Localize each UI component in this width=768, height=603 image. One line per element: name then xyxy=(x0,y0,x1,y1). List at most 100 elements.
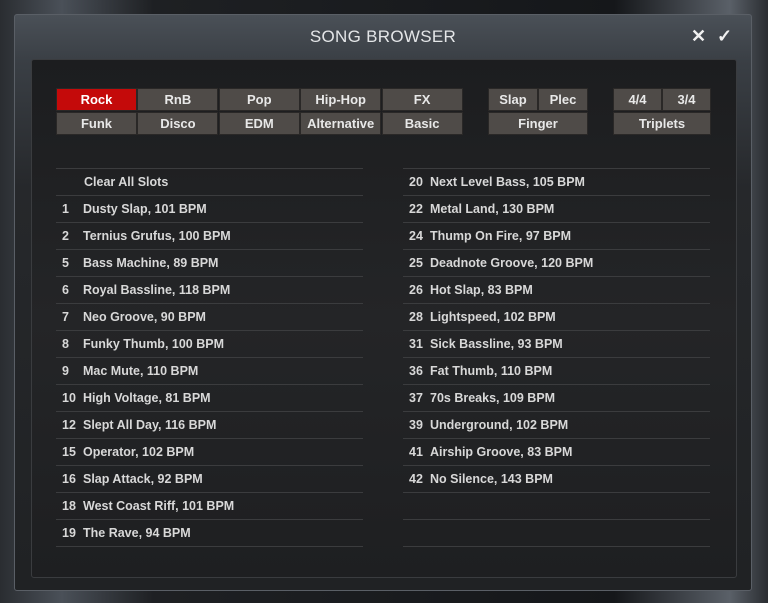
song-item[interactable]: 2 Ternius Grufus, 100 BPM xyxy=(56,223,363,250)
song-item[interactable]: 26 Hot Slap, 83 BPM xyxy=(403,277,710,304)
song-item[interactable]: 19 The Rave, 94 BPM xyxy=(56,520,363,547)
song-number: 19 xyxy=(62,526,76,540)
song-title: Airship Groove, 83 BPM xyxy=(430,445,573,459)
song-title: Underground, 102 BPM xyxy=(430,418,569,432)
browser-panel: Rock RnB Pop Hip-Hop FX Funk Disco EDM Alternati… xyxy=(31,59,737,578)
song-item[interactable]: 7 Neo Groove, 90 BPM xyxy=(56,304,363,331)
genre-button-basic[interactable]: Basic xyxy=(381,112,463,135)
song-title: Deadnote Groove, 120 BPM xyxy=(430,256,594,270)
song-title: Neo Groove, 90 BPM xyxy=(83,310,206,324)
song-title: Slap Attack, 92 BPM xyxy=(83,472,203,486)
empty-slot xyxy=(403,493,710,520)
song-number: 28 xyxy=(409,310,423,324)
song-number: 6 xyxy=(62,283,69,297)
song-title: Sick Bassline, 93 BPM xyxy=(430,337,563,351)
song-title: Clear All Slots xyxy=(84,175,169,189)
genre-button-rnb[interactable]: RnB xyxy=(137,88,219,111)
style-button-finger[interactable]: Finger xyxy=(488,112,588,135)
song-title: Dusty Slap, 101 BPM xyxy=(83,202,207,216)
song-number: 8 xyxy=(62,337,69,351)
style-button-slap[interactable]: Slap xyxy=(488,88,538,111)
song-title: Bass Machine, 89 BPM xyxy=(83,256,219,270)
song-title: No Silence, 143 BPM xyxy=(430,472,553,486)
song-item[interactable]: 10 High Voltage, 81 BPM xyxy=(56,385,363,412)
genre-button-funk[interactable]: Funk xyxy=(56,112,137,135)
song-number: 24 xyxy=(409,229,423,243)
song-number: 9 xyxy=(62,364,69,378)
song-number: 2 xyxy=(62,229,69,243)
song-item[interactable]: 31 Sick Bassline, 93 BPM xyxy=(403,331,710,358)
window-title: SONG BROWSER xyxy=(309,27,457,46)
empty-slot xyxy=(403,520,710,547)
song-item[interactable]: 6 Royal Bassline, 118 BPM xyxy=(56,277,363,304)
song-item[interactable]: 41 Airship Groove, 83 BPM xyxy=(403,439,710,466)
song-title: Operator, 102 BPM xyxy=(83,445,195,459)
meter-button-3-4[interactable]: 3/4 xyxy=(662,88,711,111)
song-title: Hot Slap, 83 BPM xyxy=(430,283,533,297)
genre-button-fx[interactable]: FX xyxy=(381,88,463,111)
genre-button-rock[interactable]: Rock xyxy=(56,88,137,111)
song-number: 41 xyxy=(409,445,423,459)
song-item[interactable]: 37 70s Breaks, 109 BPM xyxy=(403,385,710,412)
song-item[interactable]: 9 Mac Mute, 110 BPM xyxy=(56,358,363,385)
song-number: 7 xyxy=(62,310,69,324)
song-item[interactable]: 39 Underground, 102 BPM xyxy=(403,412,710,439)
check-icon[interactable]: ✓ xyxy=(717,26,733,46)
song-item[interactable]: 20 Next Level Bass, 105 BPM xyxy=(403,169,710,196)
song-item[interactable]: 18 West Coast Riff, 101 BPM xyxy=(56,493,363,520)
song-number: 10 xyxy=(62,391,76,405)
song-title: West Coast Riff, 101 BPM xyxy=(83,499,235,513)
meter-button-4-4[interactable]: 4/4 xyxy=(613,88,662,111)
song-number: 42 xyxy=(409,472,423,486)
song-number: 15 xyxy=(62,445,76,459)
song-number: 25 xyxy=(409,256,423,270)
close-icon[interactable]: ✕ xyxy=(691,26,707,46)
song-item[interactable]: 36 Fat Thumb, 110 BPM xyxy=(403,358,710,385)
song-title: Mac Mute, 110 BPM xyxy=(83,364,199,378)
song-title: Thump On Fire, 97 BPM xyxy=(430,229,571,243)
song-item[interactable]: 12 Slept All Day, 116 BPM xyxy=(56,412,363,439)
song-item[interactable]: 16 Slap Attack, 92 BPM xyxy=(56,466,363,493)
song-number: 1 xyxy=(62,202,69,216)
song-number: 36 xyxy=(409,364,423,378)
song-item[interactable]: 28 Lightspeed, 102 BPM xyxy=(403,304,710,331)
song-item[interactable]: 15 Operator, 102 BPM xyxy=(56,439,363,466)
song-title: High Voltage, 81 BPM xyxy=(83,391,211,405)
left-song-list: Clear All Slots 1 Dusty Slap, 101 BPM 2 Tern… xyxy=(56,168,363,547)
song-title: Royal Bassline, 118 BPM xyxy=(83,283,231,297)
genre-button-hip-hop[interactable]: Hip-Hop xyxy=(300,88,382,111)
genre-button-alternative[interactable]: Alternative xyxy=(300,112,382,135)
song-title: Slept All Day, 116 BPM xyxy=(83,418,217,432)
song-item[interactable]: 5 Bass Machine, 89 BPM xyxy=(56,250,363,277)
genre-button-pop[interactable]: Pop xyxy=(218,88,300,111)
right-song-list: 20 Next Level Bass, 105 BPM 22 Metal Land, … xyxy=(403,168,710,547)
song-title: Next Level Bass, 105 BPM xyxy=(430,175,585,189)
song-item[interactable]: 1 Dusty Slap, 101 BPM xyxy=(56,196,363,223)
song-title: The Rave, 94 BPM xyxy=(83,526,191,540)
song-item[interactable]: 22 Metal Land, 130 BPM xyxy=(403,196,710,223)
song-title: Lightspeed, 102 BPM xyxy=(430,310,556,324)
song-item[interactable]: 24 Thump On Fire, 97 BPM xyxy=(403,223,710,250)
song-title: 70s Breaks, 109 BPM xyxy=(430,391,556,405)
song-number: 20 xyxy=(409,175,423,189)
song-item[interactable]: 42 No Silence, 143 BPM xyxy=(403,466,710,493)
meter-button-triplets[interactable]: Triplets xyxy=(613,112,711,135)
song-browser-window: SONG BROWSER ✕ ✓ Rock RnB Pop Hip-Hop FX Funk… xyxy=(14,14,752,591)
song-title: Metal Land, 130 BPM xyxy=(430,202,555,216)
song-number: 16 xyxy=(62,472,76,486)
song-number: 5 xyxy=(62,256,69,270)
genre-button-edm[interactable]: EDM xyxy=(218,112,300,135)
song-title: Funky Thumb, 100 BPM xyxy=(83,337,224,351)
style-button-plec[interactable]: Plec xyxy=(538,88,588,111)
genre-button-disco[interactable]: Disco xyxy=(137,112,219,135)
song-number: 31 xyxy=(409,337,423,351)
song-number: 22 xyxy=(409,202,423,216)
song-title: Fat Thumb, 110 BPM xyxy=(430,364,553,378)
song-item[interactable]: 8 Funky Thumb, 100 BPM xyxy=(56,331,363,358)
clear-all-slots-button[interactable]: Clear All Slots xyxy=(56,169,363,196)
song-number: 39 xyxy=(409,418,423,432)
song-title: Ternius Grufus, 100 BPM xyxy=(83,229,231,243)
song-number: 26 xyxy=(409,283,423,297)
song-item[interactable]: 25 Deadnote Groove, 120 BPM xyxy=(403,250,710,277)
song-number: 18 xyxy=(62,499,76,513)
